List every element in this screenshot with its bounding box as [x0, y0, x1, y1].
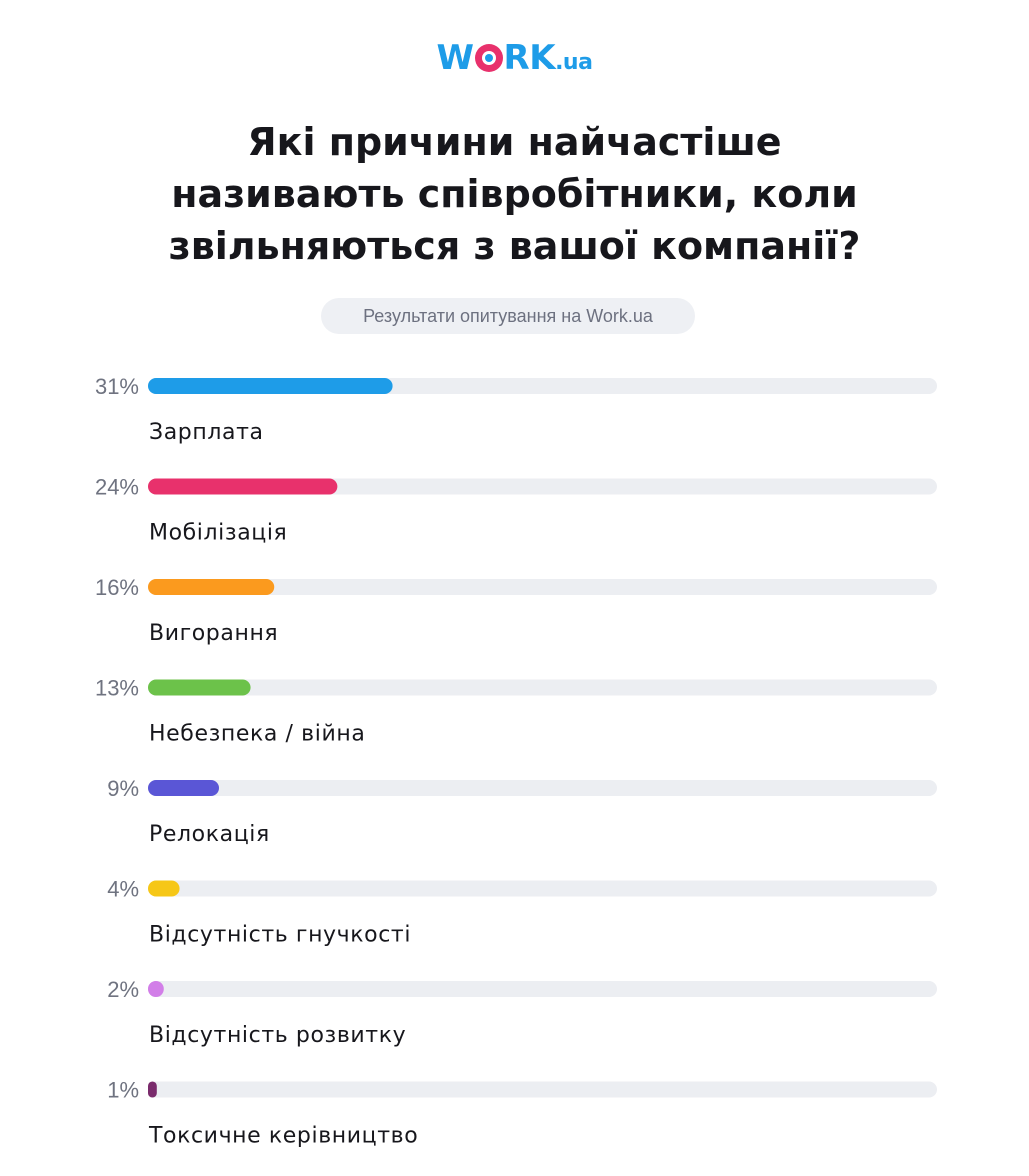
title-line-3: звільняються з вашої компанії?	[168, 224, 861, 268]
chart-row: 9% Релокація	[107, 776, 937, 847]
bar	[148, 679, 251, 696]
bar-value-label: 1%	[107, 1078, 139, 1103]
chart-row: 31% Зарплата	[95, 374, 937, 445]
bar-track	[148, 478, 937, 495]
bar-track	[148, 780, 937, 796]
category-label: Релокація	[149, 822, 270, 847]
chart-row: 2% Відсутність розвитку	[107, 977, 937, 1048]
bar	[148, 478, 338, 495]
bar-track	[148, 579, 937, 595]
category-label: Відсутність гнучкості	[149, 923, 411, 948]
category-label: Зарплата	[149, 420, 264, 445]
bar	[148, 579, 275, 595]
work-ua-logo: W RK.ua	[0, 36, 1029, 85]
bar-value-label: 16%	[95, 575, 139, 600]
logo-brand-rest: RK	[503, 38, 556, 78]
category-label: Мобілізація	[149, 521, 287, 546]
logo-o-target-icon	[474, 44, 503, 72]
bar-track	[148, 679, 937, 696]
survey-source-badge: Результати опитування на Work.ua	[321, 298, 695, 334]
bar	[148, 981, 164, 997]
logo-domain: .ua	[555, 50, 593, 75]
logo-brand: W RK	[437, 38, 556, 78]
bar	[148, 378, 393, 394]
bar	[148, 880, 180, 897]
reasons-bar-chart: 31% Зарплата 24% Мобілізація 16% Вигорання 13%…	[95, 374, 937, 1149]
title-line-2: називають співробітники, коли	[171, 172, 858, 216]
page-title: Які причини найчастіше називають співроб…	[120, 116, 909, 272]
chart-row: 13% Небезпека / війна	[95, 676, 937, 747]
category-label: Вигорання	[149, 621, 278, 646]
bar	[148, 1081, 157, 1098]
bar	[148, 780, 220, 796]
bar-track	[148, 1081, 937, 1098]
chart-row: 1% Токсичне керівництво	[107, 1078, 937, 1149]
bar-value-label: 2%	[107, 977, 139, 1002]
chart-row: 4% Відсутність гнучкості	[107, 877, 937, 948]
logo-brand-w: W	[436, 38, 475, 78]
category-label: Токсичне керівництво	[148, 1124, 418, 1149]
bar-value-label: 31%	[95, 374, 139, 399]
bar-value-label: 4%	[107, 877, 139, 902]
chart-row: 16% Вигорання	[95, 575, 937, 646]
bar-value-label: 13%	[95, 676, 139, 701]
bar-track	[148, 981, 937, 997]
chart-row: 24% Мобілізація	[95, 475, 937, 546]
category-label: Небезпека / війна	[149, 722, 365, 747]
title-line-1: Які причини найчастіше	[247, 120, 782, 164]
bar-value-label: 24%	[95, 475, 139, 500]
category-label: Відсутність розвитку	[149, 1023, 406, 1048]
bar-track	[148, 880, 937, 897]
bar-value-label: 9%	[107, 776, 139, 801]
